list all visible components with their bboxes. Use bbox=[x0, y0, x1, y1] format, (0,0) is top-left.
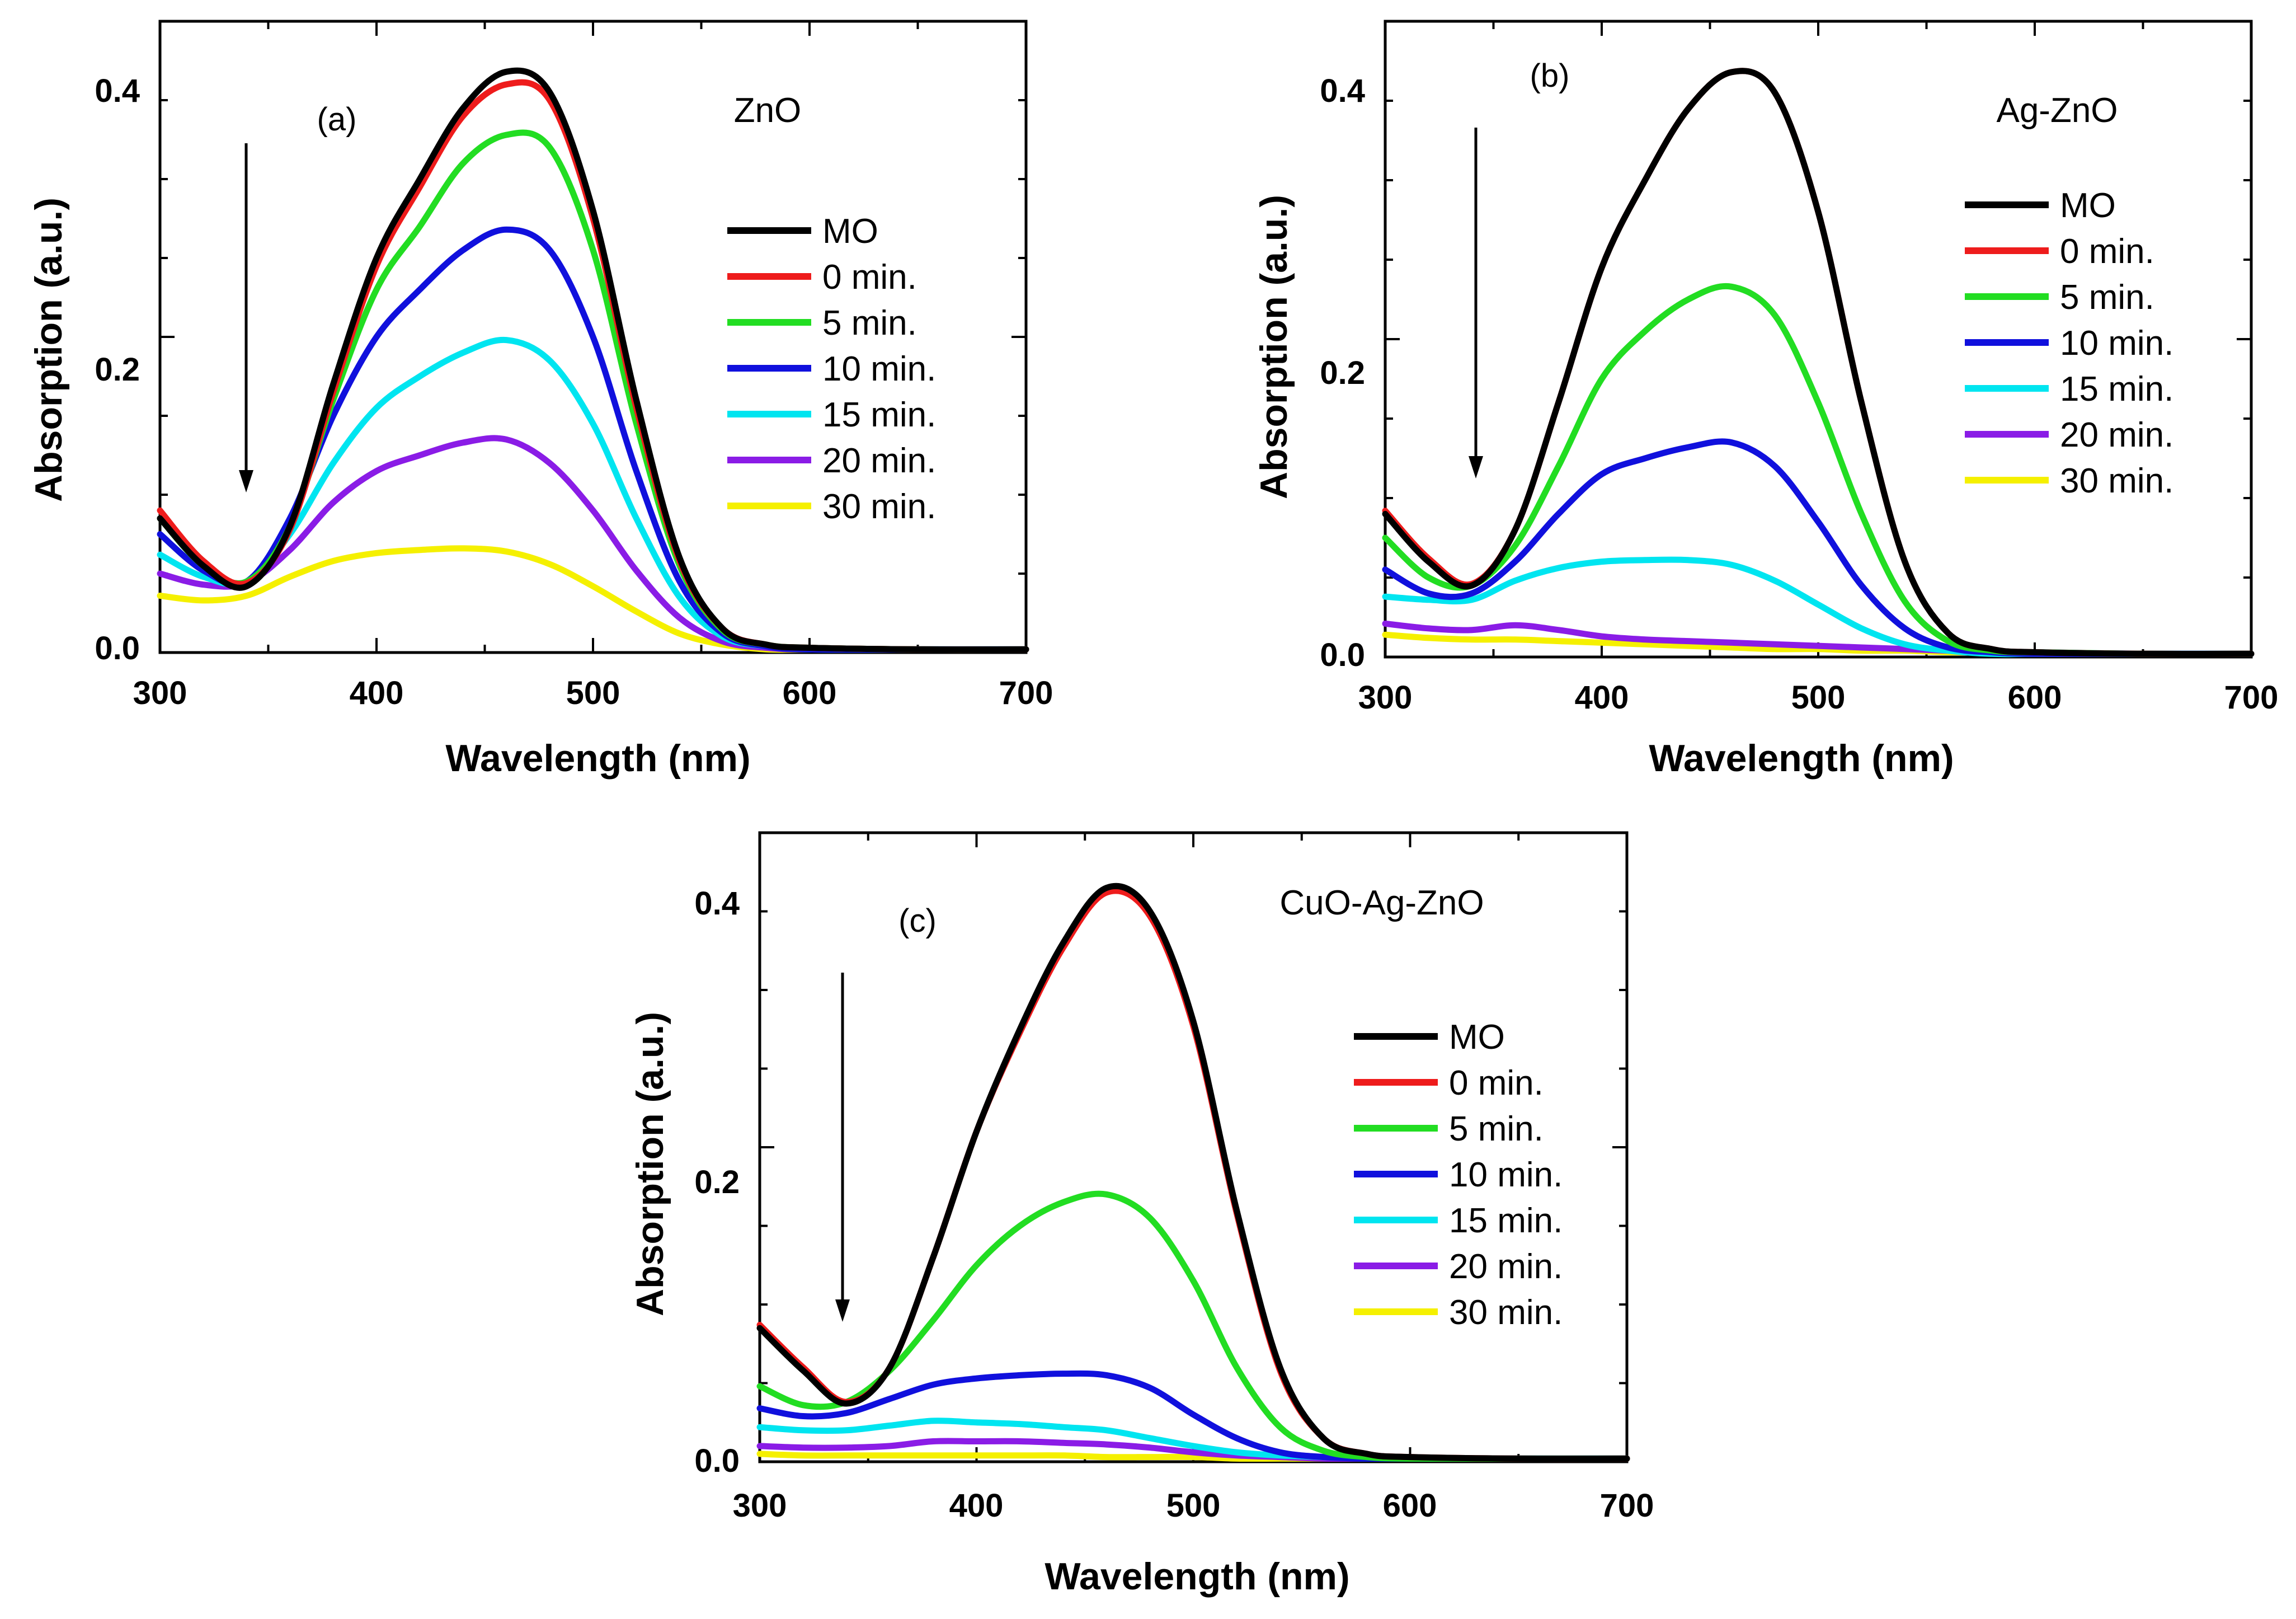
panel-c-legend-item-0-min: 0 min. bbox=[1354, 1064, 1544, 1102]
panel-b-legend-item-20-min: 20 min. bbox=[1965, 416, 2173, 454]
panel-a-y-axis-title: Absorption (a.u.) bbox=[27, 198, 70, 502]
panel-a-legend-label-0-min: 0 min. bbox=[822, 258, 917, 297]
panel-c-legend-item-30-min: 30 min. bbox=[1354, 1293, 1563, 1332]
panel-c-ticks bbox=[759, 832, 1628, 1463]
panel-b-y-tick-0.2: 0.2 bbox=[1320, 355, 1365, 391]
panel-a-legend-label-5-min: 5 min. bbox=[822, 304, 917, 342]
panel-a-y-tick-0.2: 0.2 bbox=[95, 351, 140, 388]
panel-a-series bbox=[157, 67, 1029, 653]
panel-c-x-tick-400: 400 bbox=[949, 1487, 1004, 1524]
panel-c-y-tick-0.2: 0.2 bbox=[694, 1164, 740, 1200]
panel-b-legend-item-15-min: 15 min. bbox=[1965, 370, 2173, 409]
panel-b-legend-item-0-min: 0 min. bbox=[1965, 232, 2154, 271]
panel-a-series-mo bbox=[157, 67, 1029, 653]
panel-c-legend-label-10-min: 10 min. bbox=[1449, 1156, 1563, 1194]
panel-a-title: ZnO bbox=[734, 91, 802, 130]
panel-b-legend-label-15-min: 15 min. bbox=[2060, 370, 2173, 409]
panel-c-chart: 300 400 500 600 700 0.0 0.2 0.4 Waveleng… bbox=[629, 831, 1654, 1598]
panel-c-legend: MO 0 min. 5 min. 10 min. 15 min. 20 min. 30 mi… bbox=[1354, 1018, 1563, 1332]
panel-a-legend-label-mo: MO bbox=[822, 212, 878, 251]
panel-c-legend-label-30-min: 30 min. bbox=[1449, 1293, 1563, 1332]
panel-c-legend-item-10-min: 10 min. bbox=[1354, 1156, 1563, 1194]
panel-b-label: (b) bbox=[1530, 58, 1570, 94]
panel-b-legend-item-mo: MO bbox=[1965, 186, 2116, 225]
panel-a-legend-item-5-min: 5 min. bbox=[727, 304, 917, 342]
panel-a-x-tick-700: 700 bbox=[999, 675, 1053, 711]
panel-a-legend-label-15-min: 15 min. bbox=[822, 396, 936, 434]
panel-b-series bbox=[1382, 68, 2255, 658]
panel-b-legend-label-0-min: 0 min. bbox=[2060, 232, 2154, 271]
panel-c-legend-label-mo: MO bbox=[1449, 1018, 1505, 1057]
panel-b-legend-item-30-min: 30 min. bbox=[1965, 462, 2173, 500]
panel-a-legend-item-30-min: 30 min. bbox=[727, 487, 936, 526]
panel-b-y-tick-0.4: 0.4 bbox=[1320, 73, 1365, 109]
panel-c-legend-label-20-min: 20 min. bbox=[1449, 1247, 1563, 1286]
panel-a-series-30-min bbox=[157, 545, 1029, 653]
panel-a-y-tick-0.4: 0.4 bbox=[95, 73, 140, 109]
panel-c-series bbox=[756, 883, 1630, 1462]
panel-b-x-tick-700: 700 bbox=[2224, 679, 2279, 716]
panel-a-x-tick-300: 300 bbox=[133, 675, 187, 711]
panel-b-legend-item-10-min: 10 min. bbox=[1965, 324, 2173, 363]
panel-a-legend-item-20-min: 20 min. bbox=[727, 442, 936, 480]
panel-b-legend-label-20-min: 20 min. bbox=[2060, 416, 2173, 454]
panel-a-legend-label-20-min: 20 min. bbox=[822, 442, 936, 480]
panel-b-legend-label-10-min: 10 min. bbox=[2060, 324, 2173, 363]
panel-c-label: (c) bbox=[898, 903, 937, 939]
panel-b-arrow bbox=[1469, 128, 1483, 478]
panel-a-arrow bbox=[239, 143, 253, 492]
panel-c-arrow bbox=[835, 973, 850, 1322]
panel-b-legend-label-5-min: 5 min. bbox=[2060, 278, 2154, 317]
panel-b-x-tick-400: 400 bbox=[1575, 679, 1629, 716]
panel-c-series-mo bbox=[756, 883, 1630, 1462]
panel-a-y-tick-0.0: 0.0 bbox=[95, 630, 140, 667]
panel-c-legend-label-5-min: 5 min. bbox=[1449, 1110, 1544, 1148]
panel-c-x-tick-500: 500 bbox=[1166, 1487, 1221, 1524]
panel-b-legend: MO 0 min. 5 min. 10 min. 15 min. 20 min. 30 mi… bbox=[1965, 186, 2173, 500]
panel-b-y-tick-0.0: 0.0 bbox=[1320, 637, 1365, 673]
panel-c-y-tick-0.0: 0.0 bbox=[694, 1443, 740, 1479]
panel-b-title: Ag-ZnO bbox=[1996, 91, 2118, 130]
panel-a-x-tick-500: 500 bbox=[566, 675, 620, 711]
panel-c-legend-item-15-min: 15 min. bbox=[1354, 1202, 1563, 1240]
panel-b-legend-label-30-min: 30 min. bbox=[2060, 462, 2173, 500]
panel-c-x-tick-700: 700 bbox=[1600, 1487, 1654, 1524]
panel-b-chart: 300 400 500 600 700 0.0 0.2 0.4 Waveleng… bbox=[1253, 20, 2279, 780]
panel-a-legend-item-0-min: 0 min. bbox=[727, 258, 917, 297]
panel-a-legend-item-10-min: 10 min. bbox=[727, 350, 936, 388]
panel-b-series-mo bbox=[1382, 68, 2255, 658]
panel-c-x-tick-300: 300 bbox=[733, 1487, 787, 1524]
panel-b-x-axis-title: Wavelength (nm) bbox=[1649, 737, 1954, 780]
panel-b-legend-item-5-min: 5 min. bbox=[1965, 278, 2154, 317]
panel-a-legend-label-30-min: 30 min. bbox=[822, 487, 936, 526]
panel-c-legend-item-mo: MO bbox=[1354, 1018, 1505, 1057]
panel-c-title: CuO-Ag-ZnO bbox=[1279, 884, 1484, 922]
panel-a-chart: 300 400 500 600 700 0.0 0.2 0.4 Waveleng… bbox=[27, 20, 1053, 780]
panel-a-legend-item-mo: MO bbox=[727, 212, 878, 251]
panel-b-x-tick-500: 500 bbox=[1791, 679, 1846, 716]
panel-c-y-axis-title: Absorption (a.u.) bbox=[629, 1012, 671, 1316]
panel-c-legend-label-15-min: 15 min. bbox=[1449, 1202, 1563, 1240]
panel-b-x-tick-600: 600 bbox=[2008, 679, 2062, 716]
panel-c-x-tick-600: 600 bbox=[1383, 1487, 1437, 1524]
panel-a-label: (a) bbox=[317, 101, 357, 138]
panel-c-x-axis-title: Wavelength (nm) bbox=[1045, 1555, 1349, 1598]
panel-a-x-tick-400: 400 bbox=[350, 675, 404, 711]
panel-a-x-tick-600: 600 bbox=[783, 675, 837, 711]
panel-a-legend-label-10-min: 10 min. bbox=[822, 350, 936, 388]
panel-b-legend-label-mo: MO bbox=[2060, 186, 2116, 225]
panel-a-legend: MO 0 min. 5 min. 10 min. 15 min. 20 min. 30 mi… bbox=[727, 212, 936, 526]
panel-c-y-tick-0.4: 0.4 bbox=[694, 885, 740, 922]
panel-a-x-axis-title: Wavelength (nm) bbox=[445, 737, 750, 780]
panel-a-legend-item-15-min: 15 min. bbox=[727, 396, 936, 434]
panel-c-legend-item-5-min: 5 min. bbox=[1354, 1110, 1544, 1148]
panel-c-legend-item-20-min: 20 min. bbox=[1354, 1247, 1563, 1286]
panel-c-legend-label-0-min: 0 min. bbox=[1449, 1064, 1544, 1102]
panel-b-x-tick-300: 300 bbox=[1358, 679, 1413, 716]
panel-b-y-axis-title: Absorption (a.u.) bbox=[1253, 195, 1295, 499]
